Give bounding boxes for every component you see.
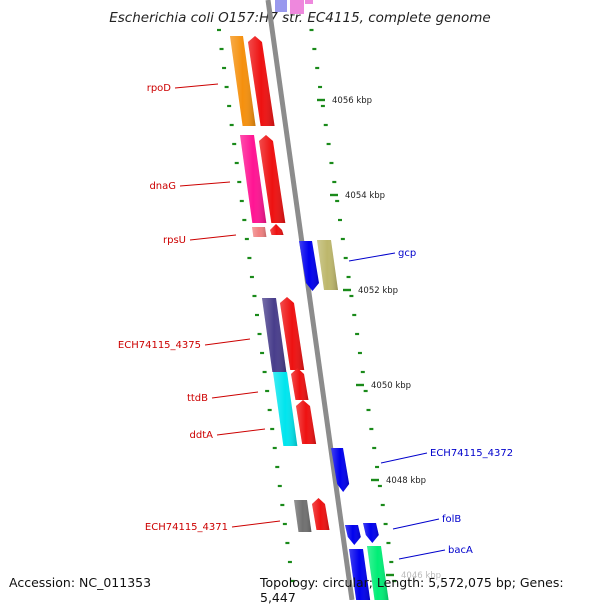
label-leader: [231, 520, 281, 528]
gene-label-ECH74115_4372: ECH74115_4372: [430, 448, 513, 459]
gene-dnaG-cds-shade: [259, 135, 286, 223]
gene-label-bacA: bacA: [448, 545, 473, 556]
gene-ECH74115_4371-bar-shade: [294, 500, 312, 532]
label-leader: [398, 549, 446, 560]
label-leader: [348, 252, 396, 262]
label-leader: [189, 234, 237, 241]
gene-bacA-bar-shade: [367, 546, 389, 600]
scale-label: 4054 kbp: [345, 191, 385, 201]
label-leader: [380, 452, 428, 464]
gene-folB-cds-shade: [345, 525, 361, 545]
page-title: Escherichia coli O157:H7 str. EC4115, co…: [109, 10, 491, 26]
label-leader: [211, 391, 259, 399]
partial-feature: [275, 0, 287, 12]
label-leader: [174, 83, 219, 89]
gene-label-gcp: gcp: [398, 248, 416, 259]
gene-ddtA-cds-shade: [296, 400, 317, 444]
scale-label: 4046 kbp: [401, 571, 441, 581]
gene-ttdB-bar-shade: [273, 372, 298, 446]
gene-label-ECH74115_4371: ECH74115_4371: [145, 522, 228, 533]
scale-label: 4056 kbp: [332, 96, 372, 106]
scale-label: 4052 kbp: [358, 286, 398, 296]
genome-summary: Topology: circular; Length: 5,572,075 bp…: [260, 575, 564, 605]
gene-rpsU-cds-shade: [270, 224, 284, 235]
gene-rpoD-cds-shade: [248, 36, 275, 126]
scale-label: 4050 kbp: [371, 381, 411, 391]
gene-rpsU-bar-shade: [252, 227, 267, 237]
gene-dnaG-bar-shade: [240, 135, 267, 223]
gene-folB-cds-2-shade: [363, 523, 379, 543]
label-leader: [392, 518, 440, 530]
gene-ECH74115_4375-bar-shade: [262, 298, 287, 372]
gene-ECH74115_4371-cds-shade: [312, 498, 330, 530]
label-leader: [204, 338, 251, 346]
gene-label-ddtA: ddtA: [190, 430, 214, 441]
gene-rpoD-bar-shade: [230, 36, 256, 126]
gene-label-dnaG: dnaG: [149, 181, 176, 192]
gene-label-ECH74115_4375: ECH74115_4375: [118, 340, 201, 351]
gene-ECH74115_4375-cds-shade: [280, 297, 305, 370]
gene-label-rpoD: rpoD: [147, 83, 172, 94]
gene-ECH74115_4372-cds-shade: [331, 448, 350, 492]
partial-feature: [305, 0, 313, 4]
gene-label-rpsU: rpsU: [163, 235, 186, 246]
genome-backbone: [265, 0, 355, 600]
gene-gcp-bar-shade: [317, 240, 338, 290]
gene-ttdB-cds-shade: [291, 368, 309, 400]
gene-label-ttdB: ttdB: [187, 393, 208, 404]
scale-label: 4048 kbp: [386, 476, 426, 486]
label-leader: [216, 428, 266, 436]
gene-label-folB: folB: [442, 514, 461, 525]
partial-feature: [290, 0, 304, 14]
gene-bacA-cds-shade: [349, 549, 371, 600]
gene-gcp-cds-shade: [299, 241, 319, 291]
accession-text: Accession: NC_011353: [9, 575, 152, 590]
label-leader: [179, 181, 231, 187]
